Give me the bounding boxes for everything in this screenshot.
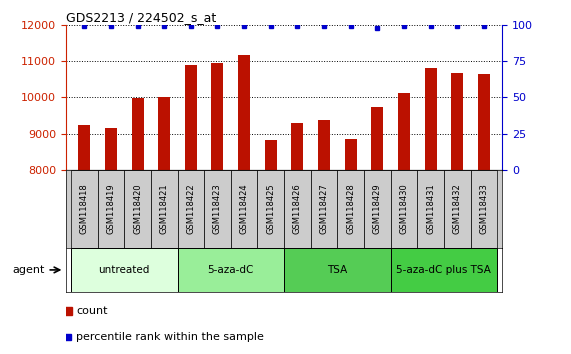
Bar [151, 170, 178, 248]
Bar [158, 97, 170, 170]
Bar [291, 123, 303, 170]
Bar [105, 128, 117, 170]
Text: GSM118428: GSM118428 [346, 183, 355, 234]
Bar [417, 170, 444, 248]
Bar [284, 170, 311, 248]
Text: GSM118424: GSM118424 [240, 183, 248, 234]
Text: GSM118421: GSM118421 [160, 183, 168, 234]
Text: GSM118425: GSM118425 [266, 183, 275, 234]
Bar [478, 74, 490, 170]
Text: TSA: TSA [327, 265, 348, 275]
Bar [238, 55, 250, 170]
Text: agent: agent [13, 265, 45, 275]
Bar [124, 170, 151, 248]
Bar [471, 170, 497, 248]
Text: 5-aza-dC: 5-aza-dC [208, 265, 254, 275]
Bar [178, 170, 204, 248]
Bar [318, 120, 330, 170]
Text: percentile rank within the sample: percentile rank within the sample [76, 332, 264, 342]
Text: GSM118433: GSM118433 [479, 183, 488, 234]
Bar [391, 170, 417, 248]
Bar [451, 73, 463, 170]
Bar [425, 68, 437, 170]
Bar [71, 248, 178, 292]
Bar [337, 170, 364, 248]
Bar [185, 65, 197, 170]
Bar [398, 93, 410, 170]
Text: GSM118419: GSM118419 [106, 183, 115, 234]
Text: GSM118423: GSM118423 [213, 183, 222, 234]
Bar [265, 140, 277, 170]
Text: GSM118430: GSM118430 [400, 183, 408, 234]
Bar [78, 125, 90, 170]
Text: GSM118431: GSM118431 [426, 183, 435, 234]
Bar [371, 107, 383, 170]
Bar [231, 170, 258, 248]
Bar [211, 63, 223, 170]
Text: GSM118427: GSM118427 [320, 183, 328, 234]
Bar [284, 248, 391, 292]
Bar [391, 248, 497, 292]
Text: GSM118426: GSM118426 [293, 183, 302, 234]
Bar [444, 170, 471, 248]
Text: count: count [76, 306, 108, 316]
Bar [71, 170, 98, 248]
Text: GSM118429: GSM118429 [373, 183, 382, 234]
Bar [178, 248, 284, 292]
Bar [98, 170, 124, 248]
Text: GSM118420: GSM118420 [133, 183, 142, 234]
Text: untreated: untreated [99, 265, 150, 275]
Bar [311, 170, 337, 248]
Bar [258, 170, 284, 248]
Bar [364, 170, 391, 248]
Bar [204, 170, 231, 248]
Text: 5-aza-dC plus TSA: 5-aza-dC plus TSA [396, 265, 491, 275]
Bar [345, 139, 357, 170]
Text: GSM118432: GSM118432 [453, 183, 462, 234]
Bar [131, 98, 143, 170]
Text: GDS2213 / 224502_s_at: GDS2213 / 224502_s_at [66, 11, 216, 24]
Text: GSM118418: GSM118418 [80, 183, 89, 234]
Text: GSM118422: GSM118422 [186, 183, 195, 234]
